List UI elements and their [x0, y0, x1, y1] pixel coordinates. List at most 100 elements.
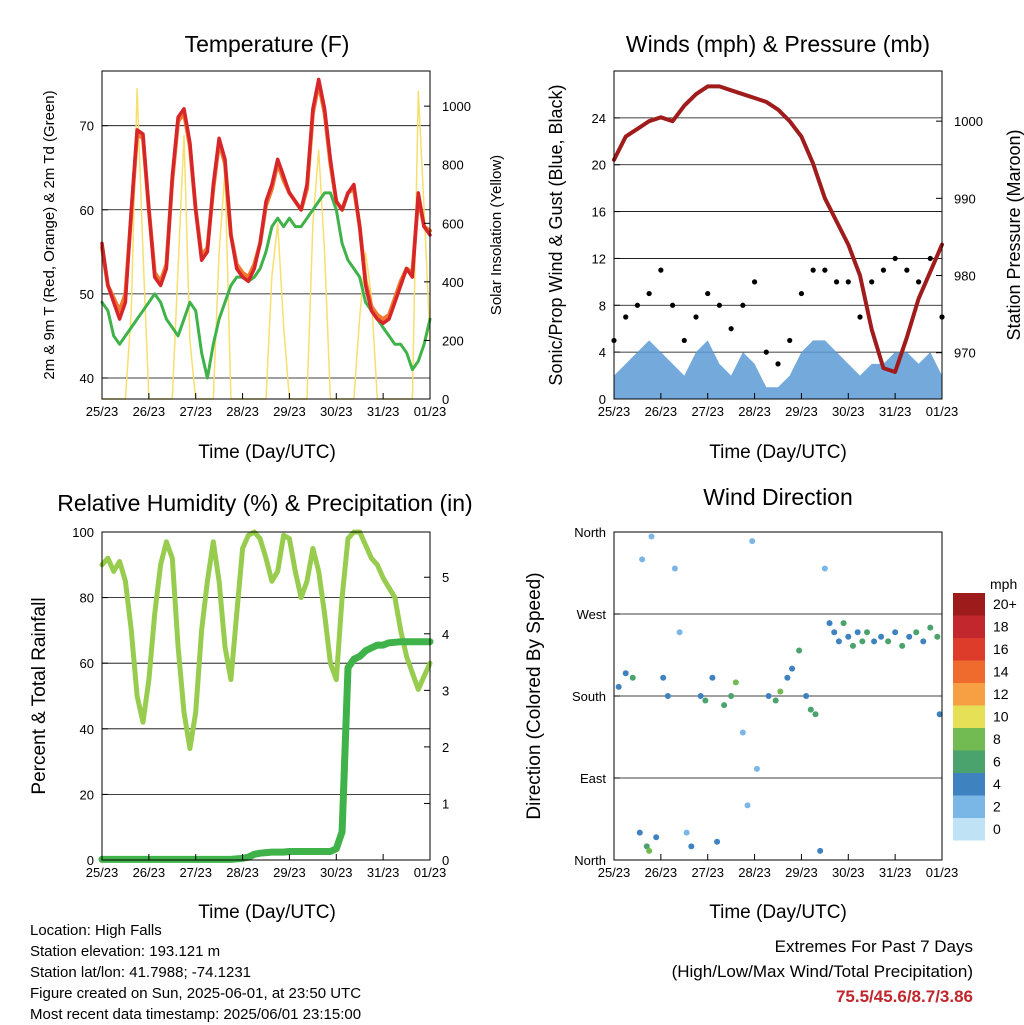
winds-title: Winds (mph) & Pressure (mb)	[626, 31, 930, 57]
y2-tick-label: 970	[954, 346, 976, 361]
humidity-y-ticks: 0 20 40 60 80 100	[72, 525, 108, 868]
colorbar-swatch	[953, 593, 985, 616]
station-latlon: Station lat/lon: 41.7988; -74.1231	[30, 964, 252, 981]
winds-panel: Winds (mph) & Pressure (mb) 25/23 26/23 27…	[546, 31, 1024, 463]
direction-point	[784, 674, 791, 681]
y-tick-label: 4	[599, 345, 606, 360]
station-location: Location: High Falls	[30, 922, 162, 939]
extremes-subtitle: (High/Low/Max Wind/Total Precipitation)	[671, 962, 973, 981]
y2-tick-label: 600	[442, 216, 464, 231]
gust-point	[880, 267, 887, 273]
x-tick-label: 01/23	[926, 865, 959, 880]
gust-point	[845, 279, 851, 285]
speed-colorbar: 20+ 18 16 14 12 10 8 6 4 2 0	[953, 593, 1017, 841]
winds-ylabel: Sonic/Prop Wind & Gust (Blue, Black)	[546, 84, 566, 385]
direction-point	[812, 711, 819, 718]
x-tick-label: 29/23	[785, 865, 818, 880]
y-tick-label: 40	[80, 722, 94, 737]
direction-point	[899, 642, 906, 649]
humidity-xlabel: Time (Day/UTC)	[198, 902, 336, 923]
winds-ylabel-right: Station Pressure (Maroon)	[1004, 129, 1024, 340]
direction-point	[913, 629, 920, 636]
direction-x-ticks: 25/23 26/23 27/23 28/23 29/23 30/23 31/23 01/23	[598, 854, 959, 880]
x-tick-label: 01/23	[414, 865, 447, 880]
direction-point	[688, 843, 695, 850]
direction-title: Wind Direction	[703, 484, 853, 510]
direction-point	[777, 688, 784, 695]
gust-point	[705, 290, 711, 297]
direction-point	[849, 642, 856, 649]
temperature-y2-ticks: 0 200 400 600 800 1000	[424, 99, 471, 407]
colorbar-swatch	[953, 818, 985, 841]
direction-point	[615, 683, 622, 690]
direction-point	[714, 838, 721, 845]
y-tick-label: 40	[80, 371, 94, 386]
colorbar-swatch	[953, 705, 985, 728]
direction-point	[653, 834, 660, 841]
y2-tick-label: 400	[442, 275, 464, 290]
humidity-frame	[101, 531, 431, 861]
direction-point	[936, 711, 943, 718]
station-elevation: Station elevation: 193.121 m	[30, 943, 221, 960]
colorbar-label: 8	[993, 731, 1001, 747]
direction-point	[826, 620, 833, 627]
direction-point	[732, 679, 739, 686]
y-tick-label: 60	[80, 203, 94, 218]
figure-created: Figure created on Sun, 2025-06-01, at 23…	[30, 985, 362, 1002]
direction-point	[803, 693, 810, 699]
colorbar-swatch	[953, 683, 985, 706]
direction-point	[840, 620, 847, 627]
direction-point	[817, 847, 824, 854]
x-tick-label: 26/23	[133, 865, 166, 880]
y-tick-label: 80	[80, 591, 94, 606]
x-tick-label: 29/23	[273, 865, 306, 880]
direction-point	[753, 765, 760, 772]
extremes-values: 75.5/45.6/8.7/3.86	[835, 987, 973, 1006]
y-tick-label: 20	[80, 787, 94, 802]
y2-tick-label: 200	[442, 333, 464, 348]
direction-point	[629, 674, 636, 681]
series-pressure-line	[612, 84, 944, 374]
y2-tick-label: 5	[442, 570, 449, 585]
direction-point	[728, 693, 735, 699]
y-tick-label: 50	[80, 287, 94, 302]
gust-point	[822, 267, 828, 273]
direction-point	[772, 697, 779, 704]
temperature-panel: Temperature (F) 25/23 26/23 27/23 28/23 29/2…	[41, 31, 505, 463]
direction-point	[709, 674, 716, 681]
gust-point	[634, 302, 641, 308]
gust-point	[869, 279, 875, 285]
y2-tick-label: 990	[954, 191, 976, 206]
gust-point	[693, 314, 699, 320]
x-tick-label: 31/23	[367, 865, 400, 880]
colorbar-swatch	[953, 773, 985, 796]
y-tick-label: South	[572, 689, 606, 704]
colorbar-swatch	[953, 615, 985, 638]
direction-point	[697, 693, 704, 699]
gust-point	[927, 255, 933, 262]
gust-point	[728, 326, 734, 332]
colorbar-title: mph	[990, 576, 1017, 592]
y-tick-label: 12	[592, 251, 606, 266]
colorbar-label: 12	[993, 686, 1009, 702]
direction-point	[765, 693, 772, 699]
colorbar-label: 0	[993, 821, 1001, 837]
gust-point	[740, 302, 746, 308]
winds-y2-ticks: 970 980 990 1000	[936, 114, 983, 361]
direction-point	[639, 556, 646, 563]
humidity-panel: Relative Humidity (%) & Precipitation (i…	[29, 490, 473, 923]
y-tick-label: 16	[592, 205, 606, 220]
direction-point	[789, 665, 796, 672]
direction-point	[906, 633, 913, 640]
y-tick-label: 0	[87, 853, 94, 868]
x-tick-label: 27/23	[179, 865, 212, 880]
extremes-box: Extremes For Past 7 Days (High/Low/Max W…	[672, 934, 973, 1009]
gust-point	[915, 279, 922, 285]
gust-point	[669, 302, 676, 308]
temperature-x-ticks: 25/23 26/23 27/23 28/23 29/23 30/23 31/23 01/23	[86, 393, 446, 419]
direction-point	[821, 565, 828, 572]
y2-tick-label: 0	[442, 853, 449, 868]
x-tick-label: 28/23	[226, 865, 259, 880]
temperature-ylabel: 2m & 9m T (Red, Orange) & 2m Td (Green)	[41, 90, 58, 379]
winds-y-ticks: 0 4 8 12 16 20 24	[592, 111, 620, 407]
